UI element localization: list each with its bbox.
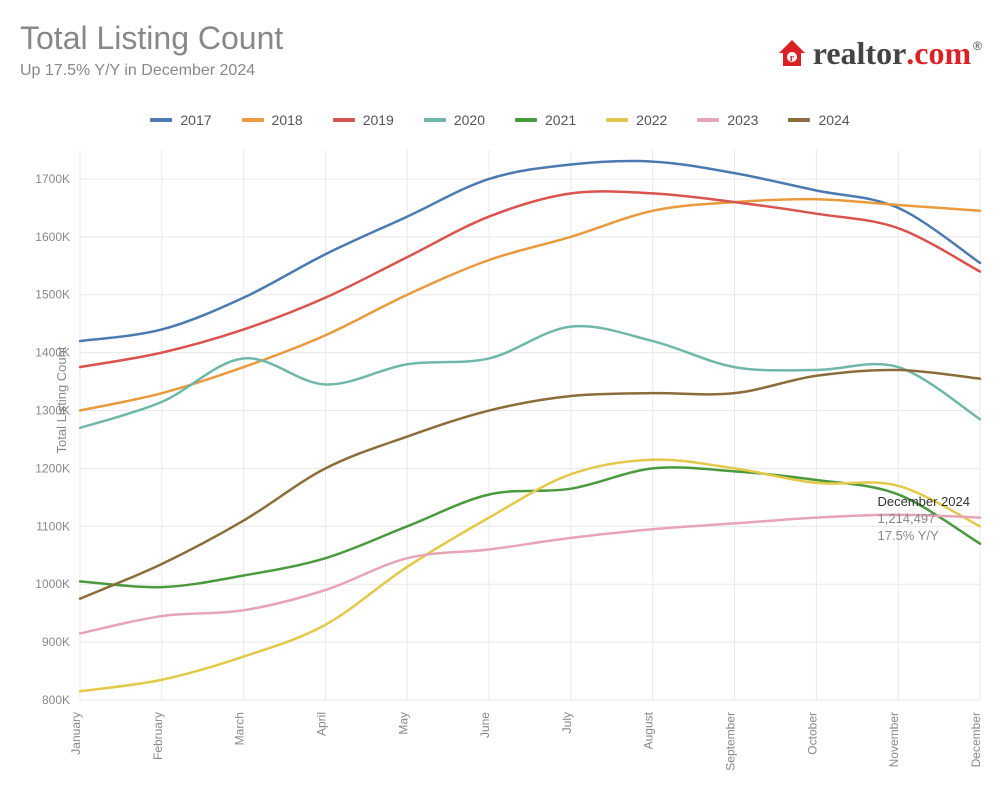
x-tick-label: April bbox=[314, 712, 328, 736]
annotation-line3: 17.5% Y/Y bbox=[878, 528, 971, 545]
y-tick-label: 1000K bbox=[35, 577, 70, 591]
x-tick-label: October bbox=[805, 712, 819, 755]
series-line bbox=[80, 515, 980, 634]
chart-container: Total Listing Count Up 17.5% Y/Y in Dece… bbox=[0, 0, 1000, 800]
y-tick-label: 1700K bbox=[35, 172, 70, 186]
series-line bbox=[80, 199, 980, 410]
y-tick-label: 1200K bbox=[35, 461, 70, 475]
last-point-annotation: December 2024 1,214,497 17.5% Y/Y bbox=[878, 494, 971, 545]
x-tick-label: July bbox=[560, 712, 574, 733]
x-tick-label: August bbox=[642, 711, 656, 749]
series-line bbox=[80, 161, 980, 341]
series-line bbox=[80, 467, 980, 587]
y-tick-label: 800K bbox=[42, 693, 70, 707]
y-tick-label: 1300K bbox=[35, 404, 70, 418]
series-line bbox=[80, 460, 980, 692]
x-tick-label: January bbox=[69, 712, 83, 755]
x-tick-label: June bbox=[478, 712, 492, 738]
annotation-line1: December 2024 bbox=[878, 494, 971, 511]
x-tick-label: February bbox=[151, 712, 165, 760]
line-chart: 800K 900K 1000K 1100K 1200K 1300K 1400K 1500K 16… bbox=[0, 0, 1000, 800]
x-tick-label: September bbox=[724, 712, 738, 771]
x-tick-label: May bbox=[396, 712, 410, 735]
x-tick-label: March bbox=[233, 712, 247, 745]
y-tick-label: 1100K bbox=[36, 519, 70, 533]
x-tick-label: November bbox=[887, 712, 901, 767]
x-tick-label: December bbox=[969, 712, 983, 767]
y-tick-label: 900K bbox=[42, 635, 70, 649]
y-tick-label: 1500K bbox=[35, 288, 70, 302]
y-tick-label: 1400K bbox=[35, 346, 70, 360]
y-tick-label: 1600K bbox=[35, 230, 70, 244]
annotation-line2: 1,214,497 bbox=[878, 511, 971, 528]
